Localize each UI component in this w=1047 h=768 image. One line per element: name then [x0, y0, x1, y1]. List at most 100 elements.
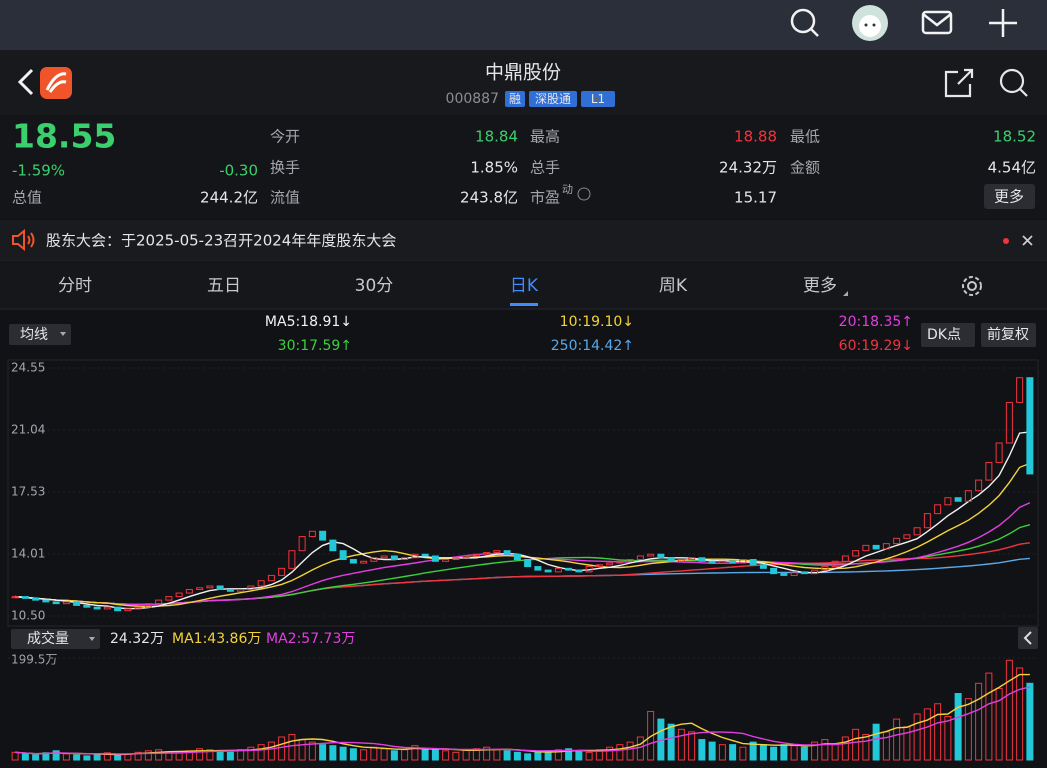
unread-dot: [1003, 238, 1009, 244]
collapse-button[interactable]: [1018, 627, 1038, 649]
status-bar: [0, 0, 1047, 50]
dk-label[interactable]: DK点: [927, 327, 961, 343]
candle: [852, 550, 860, 557]
volume-ma1: MA1:43.86万: [172, 631, 261, 647]
notice-bar: [0, 220, 1047, 262]
info-icon[interactable]: [577, 187, 591, 201]
candle: [62, 601, 70, 605]
candle: [647, 553, 655, 557]
ma-label: 10:19.10↓: [560, 314, 634, 330]
fq-button[interactable]: [981, 323, 1036, 347]
ma-button[interactable]: [9, 324, 71, 345]
candle: [534, 566, 542, 571]
candle: [606, 562, 614, 566]
stat-label: 流值: [270, 189, 300, 207]
tab[interactable]: 分时: [58, 276, 92, 296]
candle: [247, 585, 255, 591]
tab-indicator: [510, 303, 538, 306]
volume-bar: [893, 718, 901, 761]
back-button[interactable]: [17, 68, 34, 96]
candle: [790, 571, 798, 576]
tab[interactable]: 更多: [803, 276, 837, 296]
candle: [134, 606, 142, 610]
candle: [698, 557, 706, 562]
volume-max: 199.5万: [11, 653, 57, 667]
close-notice[interactable]: [1022, 235, 1033, 246]
dk-button[interactable]: [921, 323, 975, 347]
volume-bar: [698, 739, 706, 761]
fq-label[interactable]: 前复权: [987, 326, 1029, 343]
volume-bar: [944, 716, 952, 761]
ma-button-label[interactable]: 均线: [20, 327, 48, 343]
stat-value: 244.2亿: [200, 189, 258, 207]
candle: [903, 534, 911, 539]
dropdown-arrow[interactable]: [593, 97, 601, 102]
candle: [882, 543, 890, 550]
volume-bar: [985, 672, 993, 761]
candle: [811, 569, 819, 575]
candle: [319, 530, 327, 541]
tab[interactable]: 周K: [659, 276, 688, 296]
volume-bar: [554, 749, 562, 761]
avatar[interactable]: [852, 5, 888, 41]
volume-bar: [913, 713, 921, 761]
stat-value: 1.85%: [470, 159, 518, 177]
search-icon[interactable]: [790, 8, 819, 37]
candle: [206, 585, 214, 589]
volume-bar: [677, 728, 685, 761]
plus-icon[interactable]: [989, 9, 1017, 37]
more-button[interactable]: [984, 184, 1035, 209]
tag: [529, 91, 577, 107]
more-label[interactable]: 更多: [994, 188, 1024, 206]
candle: [11, 596, 19, 599]
volume-bar: [257, 744, 265, 761]
settings-icon[interactable]: [962, 276, 982, 296]
candle: [411, 553, 419, 559]
volume-ma-line: [15, 686, 1031, 755]
volume-bar: [421, 748, 429, 761]
volume-button[interactable]: [11, 629, 100, 649]
candle: [21, 596, 29, 599]
candle: [985, 461, 993, 481]
candle: [708, 560, 716, 564]
candle: [114, 606, 122, 612]
candle: [472, 553, 480, 557]
volume-bar: [882, 731, 890, 761]
volume-bar: [62, 753, 70, 761]
volume-bar: [585, 751, 593, 761]
volume-bar: [288, 733, 296, 761]
volume-bar: [308, 741, 316, 761]
candle: [1005, 401, 1013, 444]
stat-value: 18.52: [993, 128, 1036, 146]
tag-label: 深股通: [535, 92, 571, 106]
volume-bar: [349, 748, 357, 761]
volume-bar: [524, 753, 532, 761]
volume-bar: [411, 745, 419, 761]
candle: [483, 551, 491, 555]
volume-bar: [226, 751, 234, 761]
ma-line: [15, 462, 1031, 608]
volume-bar: [380, 748, 388, 761]
volume-title[interactable]: 成交量: [27, 630, 69, 647]
volume-bar: [862, 733, 870, 761]
tab[interactable]: 30分: [355, 276, 394, 296]
notice-text[interactable]: 股东大会：于2025-05-23召开2024年年度股东大会: [46, 232, 396, 250]
ma-line: [15, 557, 1030, 606]
volume-bar: [431, 749, 439, 761]
app-logo: [40, 67, 72, 99]
stat-label: 总手: [530, 159, 560, 177]
candle: [267, 574, 275, 582]
candle: [739, 559, 747, 564]
tab[interactable]: 五日: [207, 276, 241, 296]
search-icon-2[interactable]: [999, 68, 1028, 97]
candle: [995, 442, 1003, 463]
mail-icon[interactable]: [921, 10, 953, 35]
candle: [944, 497, 952, 506]
candle: [73, 601, 81, 606]
volume-bar: [360, 749, 368, 761]
stat-value: 4.54亿: [988, 159, 1036, 177]
candle: [575, 569, 583, 573]
tab[interactable]: 日K: [510, 276, 539, 296]
share-icon[interactable]: [944, 68, 974, 98]
